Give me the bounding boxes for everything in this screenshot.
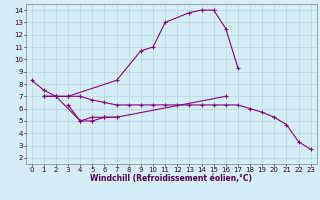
X-axis label: Windchill (Refroidissement éolien,°C): Windchill (Refroidissement éolien,°C): [90, 174, 252, 183]
